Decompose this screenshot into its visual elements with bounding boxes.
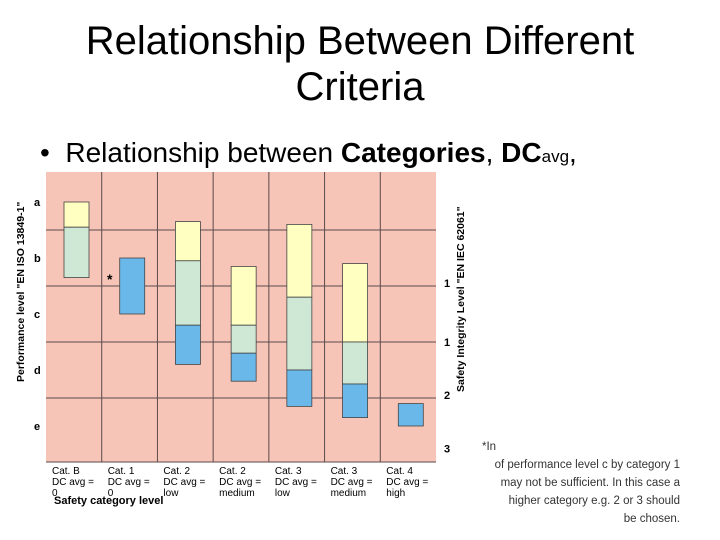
sil-levels: 1 1 2 3	[444, 278, 450, 455]
column-label-line: DC avg =	[52, 477, 94, 488]
sil-level-label: 3	[444, 443, 450, 455]
diagram-bars	[63, 201, 424, 427]
column-label-line: Cat. B	[52, 466, 80, 477]
criteria-diagram: Performance level "EN ISO 13849-1" Safet…	[15, 172, 467, 507]
footnote-line-5: be chosen.	[623, 513, 680, 525]
bullet-prefix: Relationship between	[65, 137, 341, 168]
bar-segment-high	[119, 257, 146, 315]
slide-title: Relationship Between Different Criteria	[0, 18, 720, 110]
bar-segment-high	[342, 383, 368, 418]
pl-level-label: e	[34, 421, 40, 433]
bar-segment-low	[286, 224, 313, 298]
title-line-2: Criteria	[295, 65, 425, 109]
column-label-line: DC avg =	[275, 477, 317, 488]
sil-axis-label: Safety Integrity Level "EN IEC 62061"	[455, 206, 467, 392]
column-label-line: high	[386, 488, 405, 499]
bar-segment-medium	[286, 296, 313, 371]
footnote-line-4: higher category e.g. 2 or 3 should	[508, 495, 680, 507]
column-label-line: low	[163, 488, 179, 499]
column-label-line: medium	[219, 488, 255, 499]
bar-segment-low	[63, 201, 90, 228]
bullet-tail: ,	[569, 137, 577, 168]
column-label-line: Cat. 2	[163, 466, 190, 477]
pl-axis-label: Performance level "EN ISO 13849-1"	[15, 202, 27, 382]
column-label-line: Cat. 2	[219, 466, 246, 477]
pl-levels: a b c d e	[34, 197, 41, 433]
bar-segment-medium	[230, 324, 257, 354]
bullet-separator: ,	[485, 137, 502, 168]
asterisk-marker: *	[107, 271, 113, 287]
pl-level-label: c	[34, 309, 40, 321]
bar-segment-medium	[175, 260, 201, 326]
pl-level-label: d	[34, 365, 41, 377]
bar-segment-low	[175, 221, 201, 262]
bar-segment-low	[342, 263, 368, 343]
column-label-line: Cat. 3	[275, 466, 302, 477]
bar-segment-medium	[63, 226, 90, 279]
footnote-line-1: *In	[482, 441, 497, 453]
title-line-1: Relationship Between Different	[85, 19, 635, 63]
sil-level-label: 1	[444, 278, 450, 290]
column-label-line: Cat. 4	[386, 466, 413, 477]
column-label-line: 0	[52, 488, 58, 499]
column-label-line: Cat. 1	[108, 466, 135, 477]
bullet-categories: Categories	[340, 137, 486, 168]
footnote-line-2: of performance level c by category 1	[494, 459, 680, 471]
pl-level-label: a	[34, 197, 41, 209]
sil-level-label: 1	[444, 337, 450, 349]
bar-segment-high	[230, 352, 257, 382]
footnote: *In of performance level c by category 1…	[470, 438, 680, 528]
column-label-line: DC avg =	[386, 477, 428, 488]
column-label-line: Cat. 3	[331, 466, 358, 477]
sil-level-label: 2	[444, 390, 450, 402]
bar-segment-low	[230, 266, 257, 326]
column-label-line: DC avg =	[108, 477, 150, 488]
column-label-line: low	[275, 488, 291, 499]
bar-segment-high	[175, 324, 201, 365]
column-label-line: 0	[108, 488, 114, 499]
bullet-dc: DC	[501, 137, 542, 168]
column-label-line: DC avg =	[219, 477, 261, 488]
bar-segment-medium	[342, 341, 368, 385]
column-label-line: DC avg =	[163, 477, 205, 488]
column-label-line: medium	[331, 488, 367, 499]
pl-level-label: b	[34, 253, 41, 265]
bar-segment-high	[397, 403, 424, 427]
bullet-dc-subscript: avg	[541, 147, 570, 166]
x-axis-label: Safety category level	[54, 495, 163, 507]
bullet-point: • Relationship between Categories, DCavg…	[40, 136, 577, 174]
footnote-line-3: may not be sufficient. In this case a	[500, 477, 680, 489]
bullet-dot: •	[40, 137, 66, 168]
column-label-line: DC avg =	[331, 477, 373, 488]
bar-segment-high	[286, 369, 313, 407]
